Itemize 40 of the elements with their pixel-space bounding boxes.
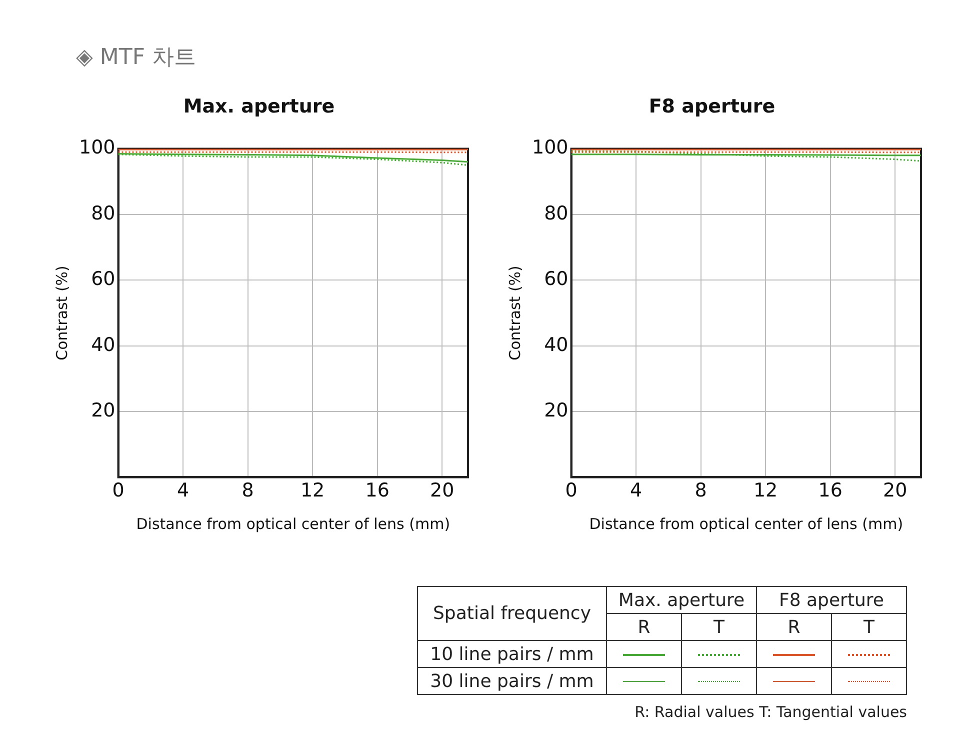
text: Max. aperture (606, 586, 756, 614)
x-tick-label: 16 (818, 480, 842, 502)
text: Spatial frequency (418, 586, 606, 640)
y-tick-label: 60 (91, 268, 116, 290)
text: R (606, 614, 682, 640)
y-tick-label: 80 (91, 202, 116, 224)
x-tick-label: 12 (753, 480, 778, 502)
chart-title: Max. aperture (183, 95, 335, 118)
x-tick-label: 0 (112, 480, 124, 502)
x-tick-label: 20 (430, 480, 454, 502)
text: F8 aperture (756, 586, 906, 614)
x-tick-label: 12 (300, 480, 325, 502)
x-tick-label: 20 (883, 480, 908, 502)
text: 10 line pairs / mm (418, 640, 606, 668)
chart-title: F8 aperture (648, 95, 776, 118)
text: T (832, 614, 906, 640)
y-tick-label: 20 (544, 399, 568, 422)
x-tick-label: 16 (365, 480, 390, 502)
y-tick-label: 40 (544, 334, 568, 356)
text: R: Radial values T: Tangential values (634, 703, 907, 721)
y-axis-title: Contrast (%) (52, 266, 71, 360)
y-tick-label: 20 (91, 399, 116, 422)
x-tick-label: 0 (565, 480, 578, 502)
text: T (682, 614, 756, 640)
x-axis-title: Distance from optical center of lens (mm) (589, 514, 904, 533)
text: ◈ MTF 차트 (76, 44, 196, 72)
text: R (756, 614, 832, 640)
y-tick-label: 100 (79, 136, 116, 159)
x-tick-label: 8 (694, 480, 707, 502)
y-tick-label: 100 (532, 136, 568, 159)
y-tick-label: 60 (544, 268, 568, 290)
line-series (571, 150, 921, 162)
x-axis-title: Distance from optical center of lens (mm) (136, 514, 450, 533)
x-tick-label: 4 (630, 480, 642, 502)
y-axis-title: Contrast (%) (506, 266, 524, 360)
x-tick-label: 8 (242, 480, 254, 502)
x-tick-label: 4 (176, 480, 190, 502)
text: 30 line pairs / mm (418, 668, 606, 694)
y-tick-label: 40 (91, 334, 116, 356)
y-tick-label: 80 (544, 202, 568, 224)
